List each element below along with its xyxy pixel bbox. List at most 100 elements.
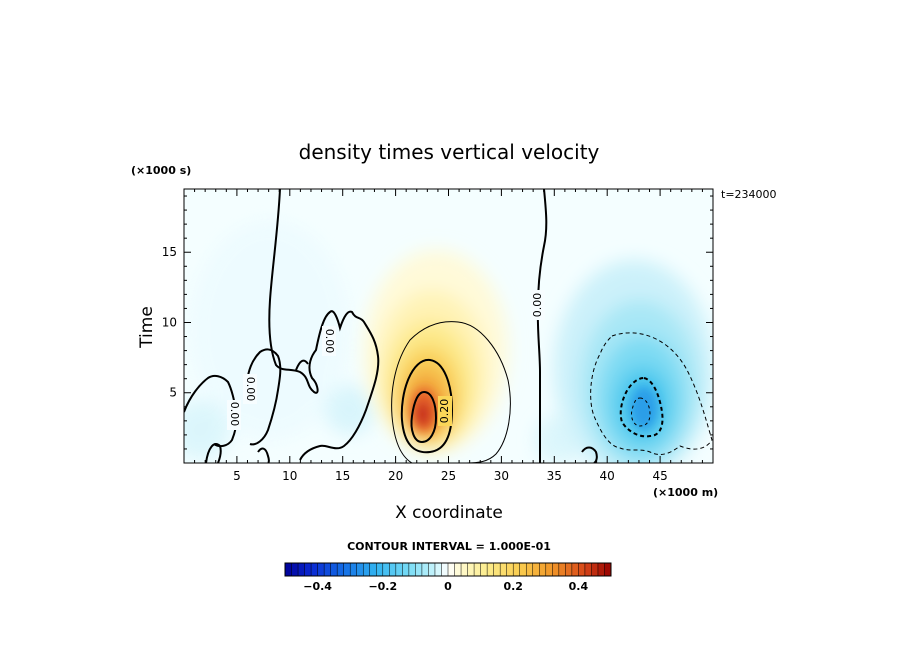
contour-neg-0.3: [631, 397, 651, 427]
zero-contour: [581, 446, 598, 463]
colorbar-cell: [604, 563, 612, 576]
colorbar-cell: [597, 563, 605, 576]
colorbar-tick-label: −0.2: [368, 580, 397, 593]
colorbar-cell: [434, 563, 442, 576]
contour-label: 0.00: [228, 402, 241, 427]
colorbar-cell: [402, 563, 410, 576]
colorbar-cell: [285, 563, 292, 576]
y-tick-label: 15: [162, 245, 177, 259]
colorbar-cell: [317, 563, 325, 576]
colorbar-cell: [506, 563, 514, 576]
colorbar-tick-label: 0.4: [569, 580, 589, 593]
colorbar-cell: [558, 563, 566, 576]
colorbar-cell: [571, 563, 579, 576]
colorbar-cell: [552, 563, 560, 576]
colorbar-cell: [532, 563, 540, 576]
x-axis-label: X coordinate: [395, 503, 503, 523]
x-tick-label: 15: [335, 469, 350, 483]
zero-contour: [184, 374, 238, 448]
contour-neg-0.2: [619, 376, 664, 438]
colorbar-cell: [584, 563, 592, 576]
contour-neg-0.1: [590, 332, 713, 455]
colorbar-cell: [539, 563, 547, 576]
colorbar-cell: [324, 563, 332, 576]
y-unit-label: (×1000 s): [131, 164, 191, 177]
colorbar-cell: [369, 563, 377, 576]
colorbar-cell: [343, 563, 351, 576]
background-patch: [325, 385, 375, 435]
colorbar-cell: [467, 563, 475, 576]
contour-label: 0.20: [438, 399, 451, 424]
colorbar-cell: [421, 563, 429, 576]
colorbar-cell: [376, 563, 384, 576]
colorbar-tick-label: 0.2: [503, 580, 523, 593]
zero-contour: [268, 189, 380, 461]
colorbar-cell: [291, 563, 299, 576]
positive-peak: [416, 402, 430, 426]
x-tick-label: 10: [282, 469, 297, 483]
colorbar-cell: [363, 563, 371, 576]
x-axis: 5 10 15 20 25 30 35 40 45: [194, 189, 703, 483]
colorbar-cell: [513, 563, 521, 576]
colorbar: [284, 563, 612, 576]
colorbar-frame: [284, 562, 612, 577]
colorbar-cell: [356, 563, 364, 576]
colorbar-cell: [454, 563, 462, 576]
heatmap-field: 0.00 0.00 0.00 0.00 0.20: [184, 189, 713, 463]
x-tick-label: 20: [388, 469, 403, 483]
colorbar-cell: [493, 563, 501, 576]
colorbar-cell: [519, 563, 527, 576]
colorbar-cell: [395, 563, 403, 576]
colorbar-cell: [526, 563, 534, 576]
colorbar-cell: [311, 563, 318, 576]
colorbar-cell: [480, 563, 488, 576]
colorbar-cell: [389, 563, 397, 576]
colorbar-ticks: −0.4 −0.2 0 0.2 0.4: [303, 580, 588, 593]
contour-interval-label: CONTOUR INTERVAL = 1.000E-01: [347, 540, 551, 553]
contour-label: 0.00: [323, 329, 336, 354]
x-tick-label: 30: [494, 469, 509, 483]
zero-contour: [205, 443, 222, 463]
colorbar-cell: [578, 563, 586, 576]
contour-labels: 0.00 0.00 0.00 0.00 0.20: [227, 290, 545, 430]
colorbar-cell: [448, 563, 455, 576]
zero-contour: [295, 359, 309, 371]
x-tick-label: 45: [652, 469, 667, 483]
colorbar-cell: [330, 563, 338, 576]
contour-0.2: [400, 358, 454, 454]
colorbar-cell: [298, 563, 305, 576]
time-label: t=234000: [721, 188, 777, 201]
colorbar-tick-label: −0.4: [303, 580, 332, 593]
y-axis-label: Time: [137, 306, 157, 349]
colorbar-cell: [350, 563, 358, 576]
colorbar-cell: [408, 563, 416, 576]
colorbar-cell: [337, 563, 345, 576]
colorbar-cell: [382, 563, 390, 576]
x-unit-label: (×1000 m): [653, 486, 718, 499]
contour-0.1: [391, 321, 511, 463]
x-tick-label: 25: [441, 469, 456, 483]
colorbar-cell: [591, 563, 599, 576]
colorbar-tick-label: 0: [444, 580, 452, 593]
zero-contour: [536, 189, 548, 463]
contour-label: 0.00: [531, 293, 544, 318]
colorbar-cell: [461, 563, 468, 576]
negative-core: [630, 386, 658, 430]
colorbar-cell: [304, 563, 312, 576]
colorbar-cell: [474, 563, 481, 576]
y-tick-label: 5: [169, 386, 177, 400]
x-tick-label: 5: [233, 469, 241, 483]
chart-title: density times vertical velocity: [299, 140, 600, 164]
y-axis: 5 10 15: [162, 195, 713, 450]
colorbar-cell: [500, 563, 508, 576]
colorbar-cell: [487, 563, 495, 576]
x-tick-label: 35: [547, 469, 562, 483]
negative-contours: [590, 332, 713, 455]
contour-label: 0.00: [244, 377, 257, 402]
contour-0.3: [410, 390, 438, 444]
colorbar-cell: [441, 563, 449, 576]
colorbar-cell: [565, 563, 573, 576]
colorbar-cell: [545, 563, 553, 576]
colorbar-cell: [415, 563, 423, 576]
